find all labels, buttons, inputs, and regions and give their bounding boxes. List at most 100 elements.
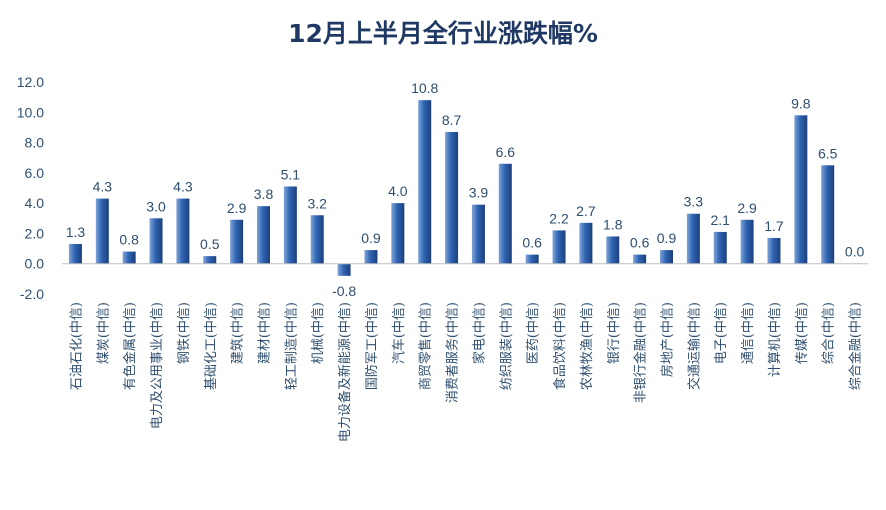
x-category-label: 石油石化(中信) <box>69 302 84 390</box>
y-tick-label: 0.0 <box>25 256 45 272</box>
bar-value-label: 3.3 <box>684 194 704 210</box>
y-tick-label: 4.0 <box>25 195 45 211</box>
x-category-label: 钢铁(中信) <box>177 302 192 364</box>
bar <box>686 213 700 264</box>
bar-value-label: 3.9 <box>469 185 489 201</box>
x-category-label: 家电(中信) <box>471 302 487 364</box>
bar-value-label: 1.7 <box>764 218 784 234</box>
bar <box>445 131 459 264</box>
bar <box>257 206 270 264</box>
bar-value-label: 0.6 <box>630 235 650 251</box>
bar <box>498 163 512 264</box>
x-category-label: 农林牧渔(中信) <box>580 302 595 390</box>
bar-value-label: 5.1 <box>281 166 301 182</box>
bar-value-label: 4.3 <box>93 179 113 195</box>
bar-value-label: 1.3 <box>66 224 86 240</box>
chart-title: 12月上半月全行业涨跌幅% <box>288 19 598 48</box>
x-category-label: 纺织服装(中信) <box>499 302 514 390</box>
x-category-label: 建材(中信) <box>258 302 273 364</box>
bar-value-label: 0.0 <box>845 244 865 260</box>
bar-value-label: 0.9 <box>361 230 381 246</box>
x-category-label: 银行(中信) <box>607 302 622 364</box>
x-axis: 石油石化(中信) 煤炭(中信) 有色金属(中信) 电力及公用事业(中信) 钢铁(中信) 基… <box>62 263 868 442</box>
bar <box>310 215 324 264</box>
bar <box>203 256 217 264</box>
x-category-label: 交通运输(中信) <box>686 302 702 390</box>
bar-value-label: 2.2 <box>549 210 569 226</box>
y-tick-label: 12.0 <box>17 74 44 90</box>
bar <box>122 251 136 264</box>
bar-value-label: 2.9 <box>227 200 247 216</box>
x-category-label: 消费者服务(中信) <box>445 302 461 403</box>
bar <box>821 165 835 264</box>
x-category-label: 医药(中信) <box>526 302 541 364</box>
bar <box>283 186 297 264</box>
x-category-label: 煤炭(中信) <box>96 302 111 364</box>
x-category-label: 汽车(中信) <box>391 302 407 364</box>
bar <box>176 198 190 264</box>
bar <box>606 236 620 264</box>
bar-series: 1.3 4.3 0.8 3.0 4.3 0.5 2.9 3.8 5.1 3.2 -0.8 0.9 4.0… <box>66 80 865 299</box>
bar <box>149 218 163 264</box>
x-category-label: 计算机(中信) <box>768 302 783 377</box>
x-category-label: 传媒(中信) <box>795 302 810 364</box>
bar-value-label: 0.6 <box>522 235 542 251</box>
bar-value-label: 0.8 <box>119 232 139 248</box>
x-category-label: 机械(中信) <box>311 302 326 364</box>
bar-value-label: 2.9 <box>737 200 757 216</box>
bar <box>740 219 754 264</box>
bar-value-label: 2.1 <box>710 212 730 228</box>
bar <box>552 230 566 264</box>
x-category-label: 商贸零售(中信) <box>418 302 434 390</box>
bar-value-label: -0.8 <box>332 283 356 299</box>
bar-value-label: 4.3 <box>173 179 193 195</box>
bar <box>391 203 405 264</box>
x-category-label: 房地产(中信) <box>660 302 676 377</box>
x-category-label: 建筑(中信) <box>230 302 246 364</box>
x-category-label: 通信(中信) <box>741 302 756 364</box>
bar-value-label: 3.2 <box>307 195 327 211</box>
bar-value-label: 1.8 <box>603 216 623 232</box>
bar-value-label: 3.8 <box>254 186 274 202</box>
y-tick-label: 6.0 <box>25 165 45 181</box>
bar-value-label: 4.0 <box>388 183 408 199</box>
y-axis: -2.0 0.0 2.0 4.0 6.0 8.0 10.0 12.0 <box>17 74 44 302</box>
x-category-label: 食品饮料(中信) <box>552 302 568 390</box>
x-category-label: 电力设备及新能源(中信) <box>337 302 353 442</box>
x-category-label: 综合金融(中信) <box>848 302 864 390</box>
bar-value-label: 3.0 <box>146 198 166 214</box>
bar <box>525 254 539 264</box>
bar <box>767 237 781 264</box>
x-category-label: 电子(中信) <box>714 302 729 364</box>
bar-value-label: 0.9 <box>657 230 677 246</box>
bar <box>660 250 673 264</box>
bar <box>418 100 432 264</box>
x-category-label: 轻工制造(中信) <box>284 302 299 390</box>
bar <box>633 254 647 264</box>
bar <box>95 198 109 264</box>
bar <box>579 222 593 264</box>
bar <box>364 250 378 264</box>
bar <box>230 219 244 264</box>
bar <box>471 204 485 264</box>
bar-value-label: 8.7 <box>442 112 462 128</box>
bar-value-label: 6.5 <box>818 145 838 161</box>
bar-value-label: 10.8 <box>411 80 438 96</box>
x-category-label: 电力及公用事业(中信) <box>150 302 165 429</box>
x-category-label: 有色金属(中信) <box>122 302 138 390</box>
x-category-label: 国防军工(中信) <box>364 302 380 390</box>
bar <box>68 244 82 264</box>
x-category-label: 基础化工(中信) <box>204 302 219 390</box>
bar-value-label: 2.7 <box>576 203 596 219</box>
bar-value-label: 0.5 <box>200 236 220 252</box>
y-tick-label: 8.0 <box>25 135 45 151</box>
bar <box>794 115 808 264</box>
x-category-label: 非银行金融(中信) <box>633 302 649 403</box>
y-tick-label: 2.0 <box>25 225 45 241</box>
bar <box>337 263 351 276</box>
bar <box>713 231 727 264</box>
y-tick-label: -2.0 <box>20 286 44 302</box>
y-tick-label: 10.0 <box>17 104 44 120</box>
x-category-label: 综合(中信) <box>822 302 837 364</box>
